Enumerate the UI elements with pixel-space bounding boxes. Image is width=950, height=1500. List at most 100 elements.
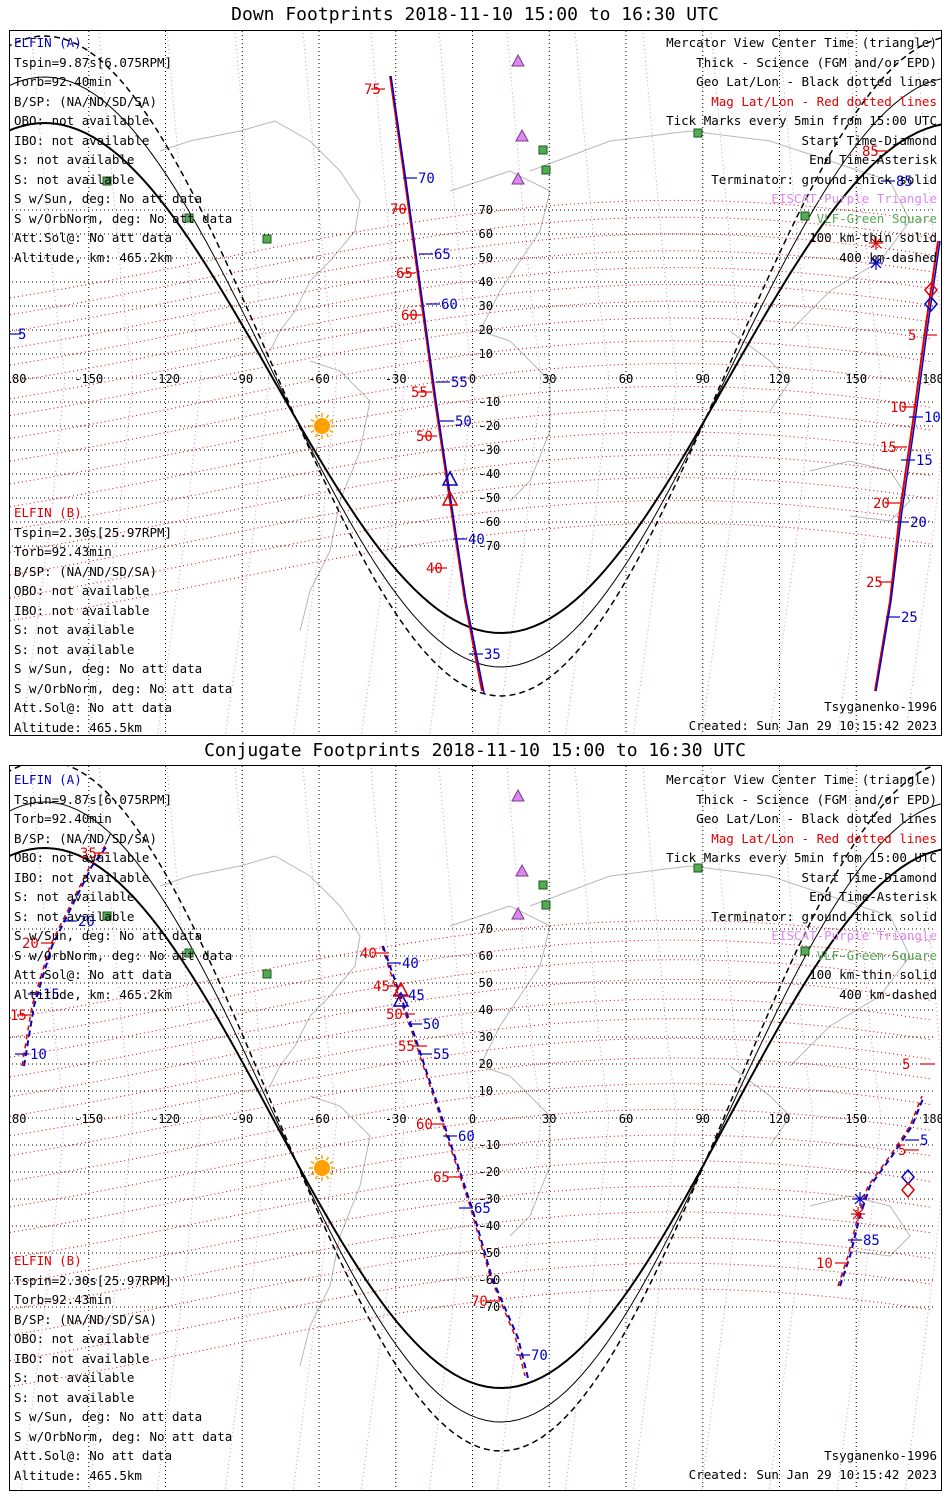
elfin-a-line: Altitude, km: 465.2km (14, 986, 173, 1002)
vlf-square-icon (800, 946, 810, 956)
vlf-square-icon (184, 213, 194, 223)
lat-tick-label: 40 (479, 275, 493, 289)
sun-ray (329, 429, 334, 434)
legend-item: 400 km-dashed (839, 249, 937, 265)
mag-latitude-line (10, 317, 931, 416)
terminator-400km (10, 35, 941, 697)
mag-meridian-line (428, 766, 474, 1490)
lon-tick-label: 60 (619, 1112, 633, 1126)
elfin-b-line: IBO: not available (14, 1350, 150, 1366)
legend-item: EISCAT-Purple Triangle (771, 928, 937, 943)
elfin-b-track-label: 5 (908, 328, 916, 344)
vlf-square-icon (102, 911, 112, 921)
lon-tick-label: -180 (10, 372, 26, 386)
mag-meridian-line (564, 31, 610, 735)
elfin-a-line: Tspin=9.87s[6.075RPM] (14, 791, 173, 807)
legend-item: Thick - Science (FGM and/or EPD) (696, 54, 937, 70)
lat-tick-label: -40 (479, 467, 501, 481)
sun-icon (314, 418, 330, 434)
sun-ray (329, 418, 334, 423)
lat-tick-label: 60 (479, 949, 493, 963)
elfin-a-track-label: 60 (458, 1129, 475, 1145)
lon-tick-label: -120 (151, 1112, 180, 1126)
lat-tick-label: -40 (479, 1219, 501, 1233)
elfin-a-line: S w/OrbNorm, deg: No att data (14, 947, 233, 963)
down-footprints-map: -180 -150 -120 -90 -60 -30 0 30 60 90 120 150 180 70 6… (9, 30, 942, 736)
mag-latitude-line (10, 998, 931, 1097)
elfin-b-line: B/SP: (NA/ND/SD/SA) (14, 563, 157, 579)
coastline-outline (159, 120, 361, 352)
elfin-b-track (874, 240, 939, 692)
elfin-b-line: Att.Sol@: No att data (14, 700, 173, 715)
elfin-a-info: ELFIN (A) Tspin=9.87s[6.075RPM] Torb=92.… (14, 33, 232, 267)
mag-meridian-line (360, 766, 406, 1490)
elfin-b-info: ELFIN (B) Tspin=2.30s[25.97RPM] Torb=92.… (14, 503, 233, 735)
center-time-triangle-icon (392, 991, 410, 1007)
lon-tick-label: 0 (469, 1112, 476, 1126)
elfin-b-line: B/SP: (NA/ND/SD/SA) (14, 1311, 157, 1327)
coastline-outline (449, 170, 551, 332)
legend-item: Start Time-Diamond (801, 869, 937, 885)
elfin-b-track-label: 15 (10, 1008, 27, 1024)
terminator-ground (10, 846, 941, 1390)
vlf-square-icon (541, 900, 551, 910)
elfin-b-line: S w/OrbNorm, deg: No att data (14, 680, 233, 696)
elfin-b-track-label: 60 (401, 308, 418, 324)
lon-tick-label: -150 (74, 372, 103, 386)
elfin-a-line: S w/Sun, deg: No att data (14, 191, 203, 206)
lon-tick-label: -120 (151, 372, 180, 386)
center-time-triangle-icon (441, 490, 459, 506)
elfin-a-track-label: 20 (910, 515, 927, 531)
terminator-100km (10, 801, 941, 1423)
model-label: Tsyganenko-1996 (824, 1448, 937, 1463)
elfin-b-track-label: 5 (898, 1143, 906, 1159)
lat-tick-label: -30 (479, 1192, 501, 1206)
lat-tick-label: -10 (479, 395, 501, 409)
elfin-a-line: IBO: not available (14, 132, 150, 148)
legend-item: End Time-Asterisk (809, 889, 937, 904)
elfin-a-track-label: 65 (474, 1201, 491, 1217)
elfin-b-track-label: 10 (890, 400, 907, 416)
mag-meridian-line (224, 766, 270, 1490)
sun-ray (329, 1160, 334, 1165)
elfin-b-track-label: 65 (433, 1170, 450, 1186)
elfin-a-track-label: 65 (434, 247, 451, 263)
lon-tick-label: -60 (308, 1112, 330, 1126)
legend-item: Mercator View Center Time (triangle) (666, 35, 937, 50)
sun-ray (329, 1171, 334, 1176)
legend: Mercator View Center Time (triangle) Thi… (666, 770, 937, 1004)
elfin-a-track-label: 70 (531, 1348, 548, 1364)
legend-item: Tick Marks every 5min from 15:00 UTC (666, 113, 937, 128)
elfin-b-track-label: 40 (426, 561, 443, 577)
vlf-square-icon (102, 176, 112, 186)
vlf-square-icon (184, 948, 194, 958)
lat-tick-label: 20 (479, 323, 493, 337)
elfin-b-track-label: 20 (22, 936, 39, 952)
mag-meridian-line (156, 766, 202, 1490)
lat-tick-label: -70 (479, 1300, 501, 1314)
elfin-a-track-label: 70 (418, 171, 435, 187)
lon-tick-label: 180 (922, 372, 941, 386)
created-timestamp: Created: Sun Jan 29 10:15:42 2023 (688, 718, 937, 733)
elfin-a-line: OBO: not available (14, 113, 150, 128)
terminator-100km (10, 76, 941, 668)
start-diamond-icon (901, 1181, 915, 1199)
lat-tick-label: 70 (479, 203, 493, 217)
lon-tick-label: 30 (542, 372, 556, 386)
elfin-a-line: B/SP: (NA/ND/SD/SA) (14, 93, 157, 109)
elfin-b-track-label: 60 (416, 1117, 433, 1133)
elfin-b-line: S: not available (14, 1370, 135, 1385)
sun-ray (310, 429, 315, 434)
elfin-a-line: Att.Sol@: No att data (14, 230, 173, 245)
model-label: Tsyganenko-1996 (824, 699, 937, 714)
lat-tick-label: 30 (479, 299, 493, 313)
lon-tick-label: -30 (385, 1112, 407, 1126)
lat-tick-label: -50 (479, 491, 501, 505)
end-asterisk-icon (852, 1208, 864, 1220)
mag-latitude-line (10, 1134, 931, 1233)
mag-latitude-line (10, 283, 931, 383)
elfin-b-track (21, 845, 106, 1067)
elfin-b-info: ELFIN (B) Tspin=2.30s[25.97RPM] Torb=92.… (14, 1251, 232, 1485)
vlf-square-icon (800, 211, 810, 221)
elfin-b-track-label: 75 (364, 82, 381, 98)
